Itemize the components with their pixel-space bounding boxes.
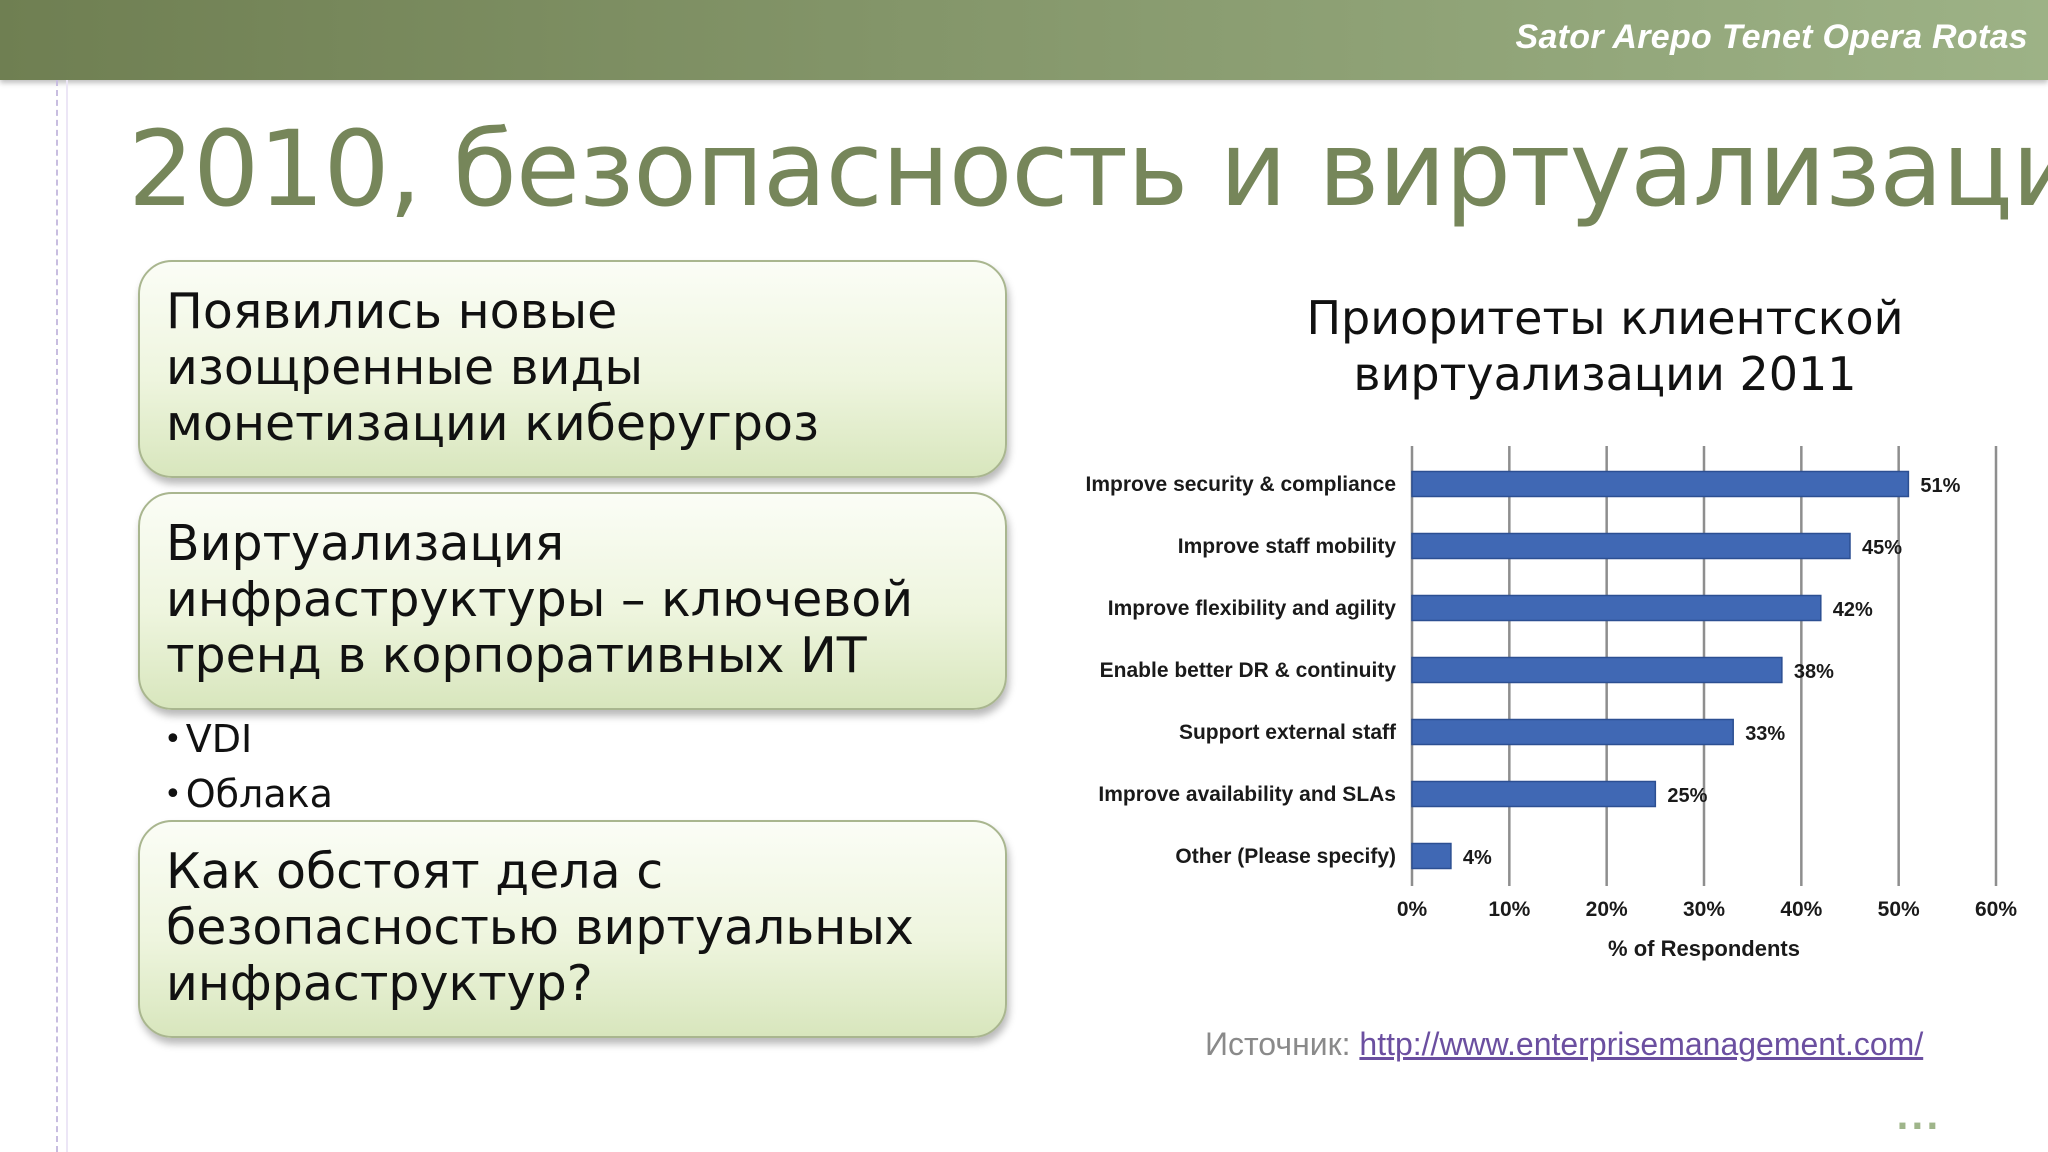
slide-title: 2010, безопасность и виртуализация (128, 108, 2048, 230)
x-tick-label: 40% (1780, 898, 1822, 921)
category-label: Improve staff mobility (1178, 535, 1397, 558)
category-label: Improve flexibility and agility (1108, 597, 1397, 620)
box-line: монетизации киберугроз (166, 395, 820, 452)
text-box-virtualization: Виртуализация инфраструктуры – ключевой … (138, 492, 1007, 710)
category-label: Improve availability and SLAs (1098, 783, 1396, 806)
bar (1411, 594, 1822, 622)
bar (1411, 532, 1851, 560)
box-line: изощренные виды (166, 339, 644, 396)
x-tick-label: 30% (1683, 898, 1725, 921)
box-line: Появились новые (166, 283, 618, 340)
source-link[interactable]: http://www.enterprisemanagement.com/ (1359, 1026, 1924, 1062)
bar-chart: 0% 10% 20% 30% 40% 50% 60% Improve security & c… (1086, 446, 2017, 961)
brand-title: Sator Arepo Tenet Opera Rotas (1515, 18, 2028, 56)
box-line: Как обстоят дела с (166, 843, 664, 900)
bullet-text: VDI (185, 717, 253, 761)
bar (1411, 718, 1734, 746)
footer-dots: ... (1896, 1098, 1941, 1138)
chart-title-line: виртуализации 2011 (1353, 347, 1857, 401)
chart-title-line: Приоритеты клиентской (1306, 291, 1904, 345)
box-line: инфраструктур? (166, 955, 593, 1012)
category-label: Other (Please specify) (1175, 845, 1396, 868)
category-label: Support external staff (1179, 721, 1397, 744)
bullet-item: • Облака (164, 767, 333, 822)
box-line: безопасностью виртуальных (166, 899, 914, 956)
value-label: 45% (1862, 537, 1902, 559)
category-label: Enable better DR & continuity (1100, 659, 1397, 682)
value-label: 4% (1463, 847, 1492, 869)
box-line: тренд в корпоративных ИТ (166, 627, 867, 684)
source-label: Источник: (1205, 1026, 1360, 1062)
bar (1411, 842, 1452, 870)
value-label: 33% (1745, 723, 1785, 745)
box-line: Виртуализация (166, 515, 565, 572)
header-bar: Sator Arepo Tenet Opera Rotas (0, 0, 2048, 80)
bar (1411, 780, 1657, 808)
box-line: инфраструктуры – ключевой (166, 571, 914, 628)
bar (1411, 656, 1783, 684)
text-box-question: Как обстоят дела с безопасностью виртуал… (138, 820, 1007, 1038)
bullet-dot-icon: • (164, 722, 182, 757)
margin-guide-line (56, 80, 58, 1152)
x-axis-title: % of Respondents (1608, 936, 1800, 961)
chart-title: Приоритеты клиентской виртуализации 2011 (1230, 290, 1980, 402)
x-tick-label: 60% (1975, 898, 2017, 921)
bullet-text: Облака (185, 772, 333, 816)
text-box-monetization: Появились новые изощренные виды монетиза… (138, 260, 1007, 478)
margin-guide-line-inner (66, 80, 68, 1152)
x-tick-label: 0% (1397, 898, 1428, 921)
value-label: 25% (1667, 785, 1707, 807)
x-tick-label: 10% (1488, 898, 1530, 921)
bullet-dot-icon: • (164, 777, 182, 812)
category-label: Improve security & compliance (1086, 473, 1396, 496)
value-label: 42% (1833, 599, 1873, 621)
bar (1411, 470, 1910, 498)
value-label: 51% (1920, 475, 1960, 497)
bullet-list: • VDI • Облака (164, 712, 333, 822)
source-note: Источник: http://www.enterprisemanagemen… (1205, 1026, 1923, 1063)
x-tick-label: 20% (1586, 898, 1628, 921)
value-label: 38% (1794, 661, 1834, 683)
bullet-item: • VDI (164, 712, 333, 767)
x-tick-label: 50% (1878, 898, 1920, 921)
